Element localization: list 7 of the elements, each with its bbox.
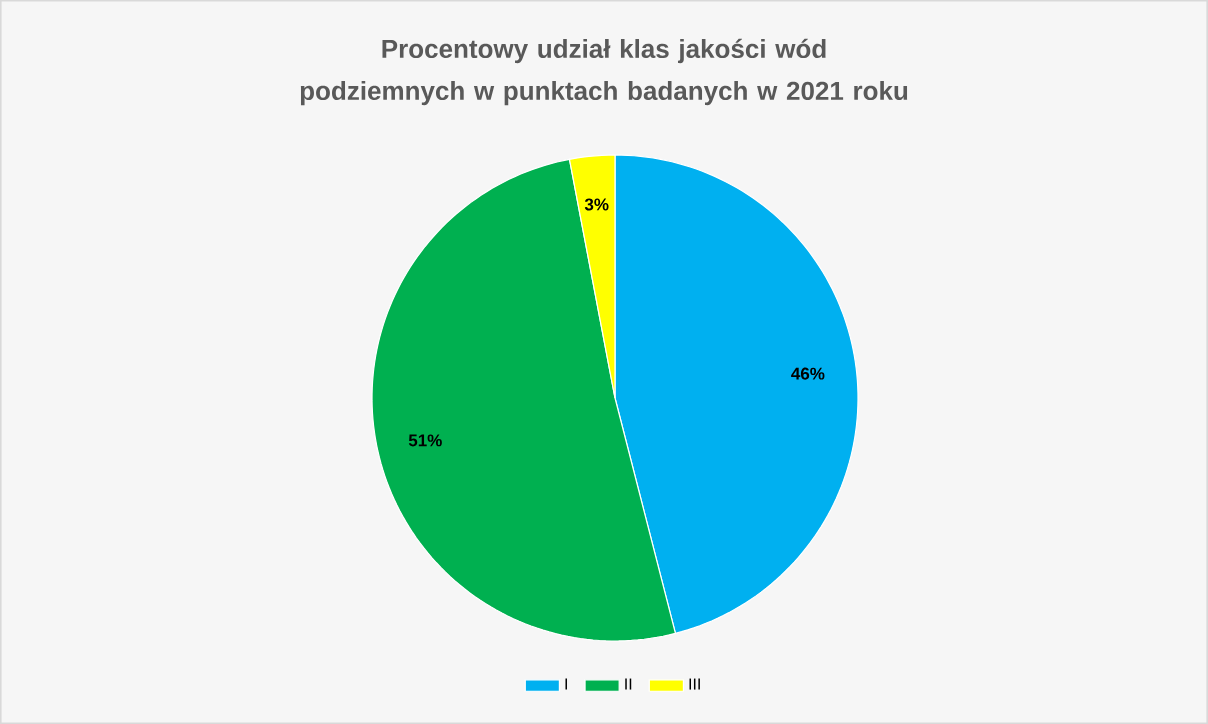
legend-label: I [565,678,567,690]
legend-label: III [689,678,700,690]
data-label: 46% [791,367,825,380]
data-label: 3% [584,198,609,211]
legend-label: II [625,678,632,690]
chart-title: Procentowy udział klas jakości wód podziemnych w punktach badanych w 2021 roku [300,38,908,106]
data-label: 51% [408,434,442,447]
